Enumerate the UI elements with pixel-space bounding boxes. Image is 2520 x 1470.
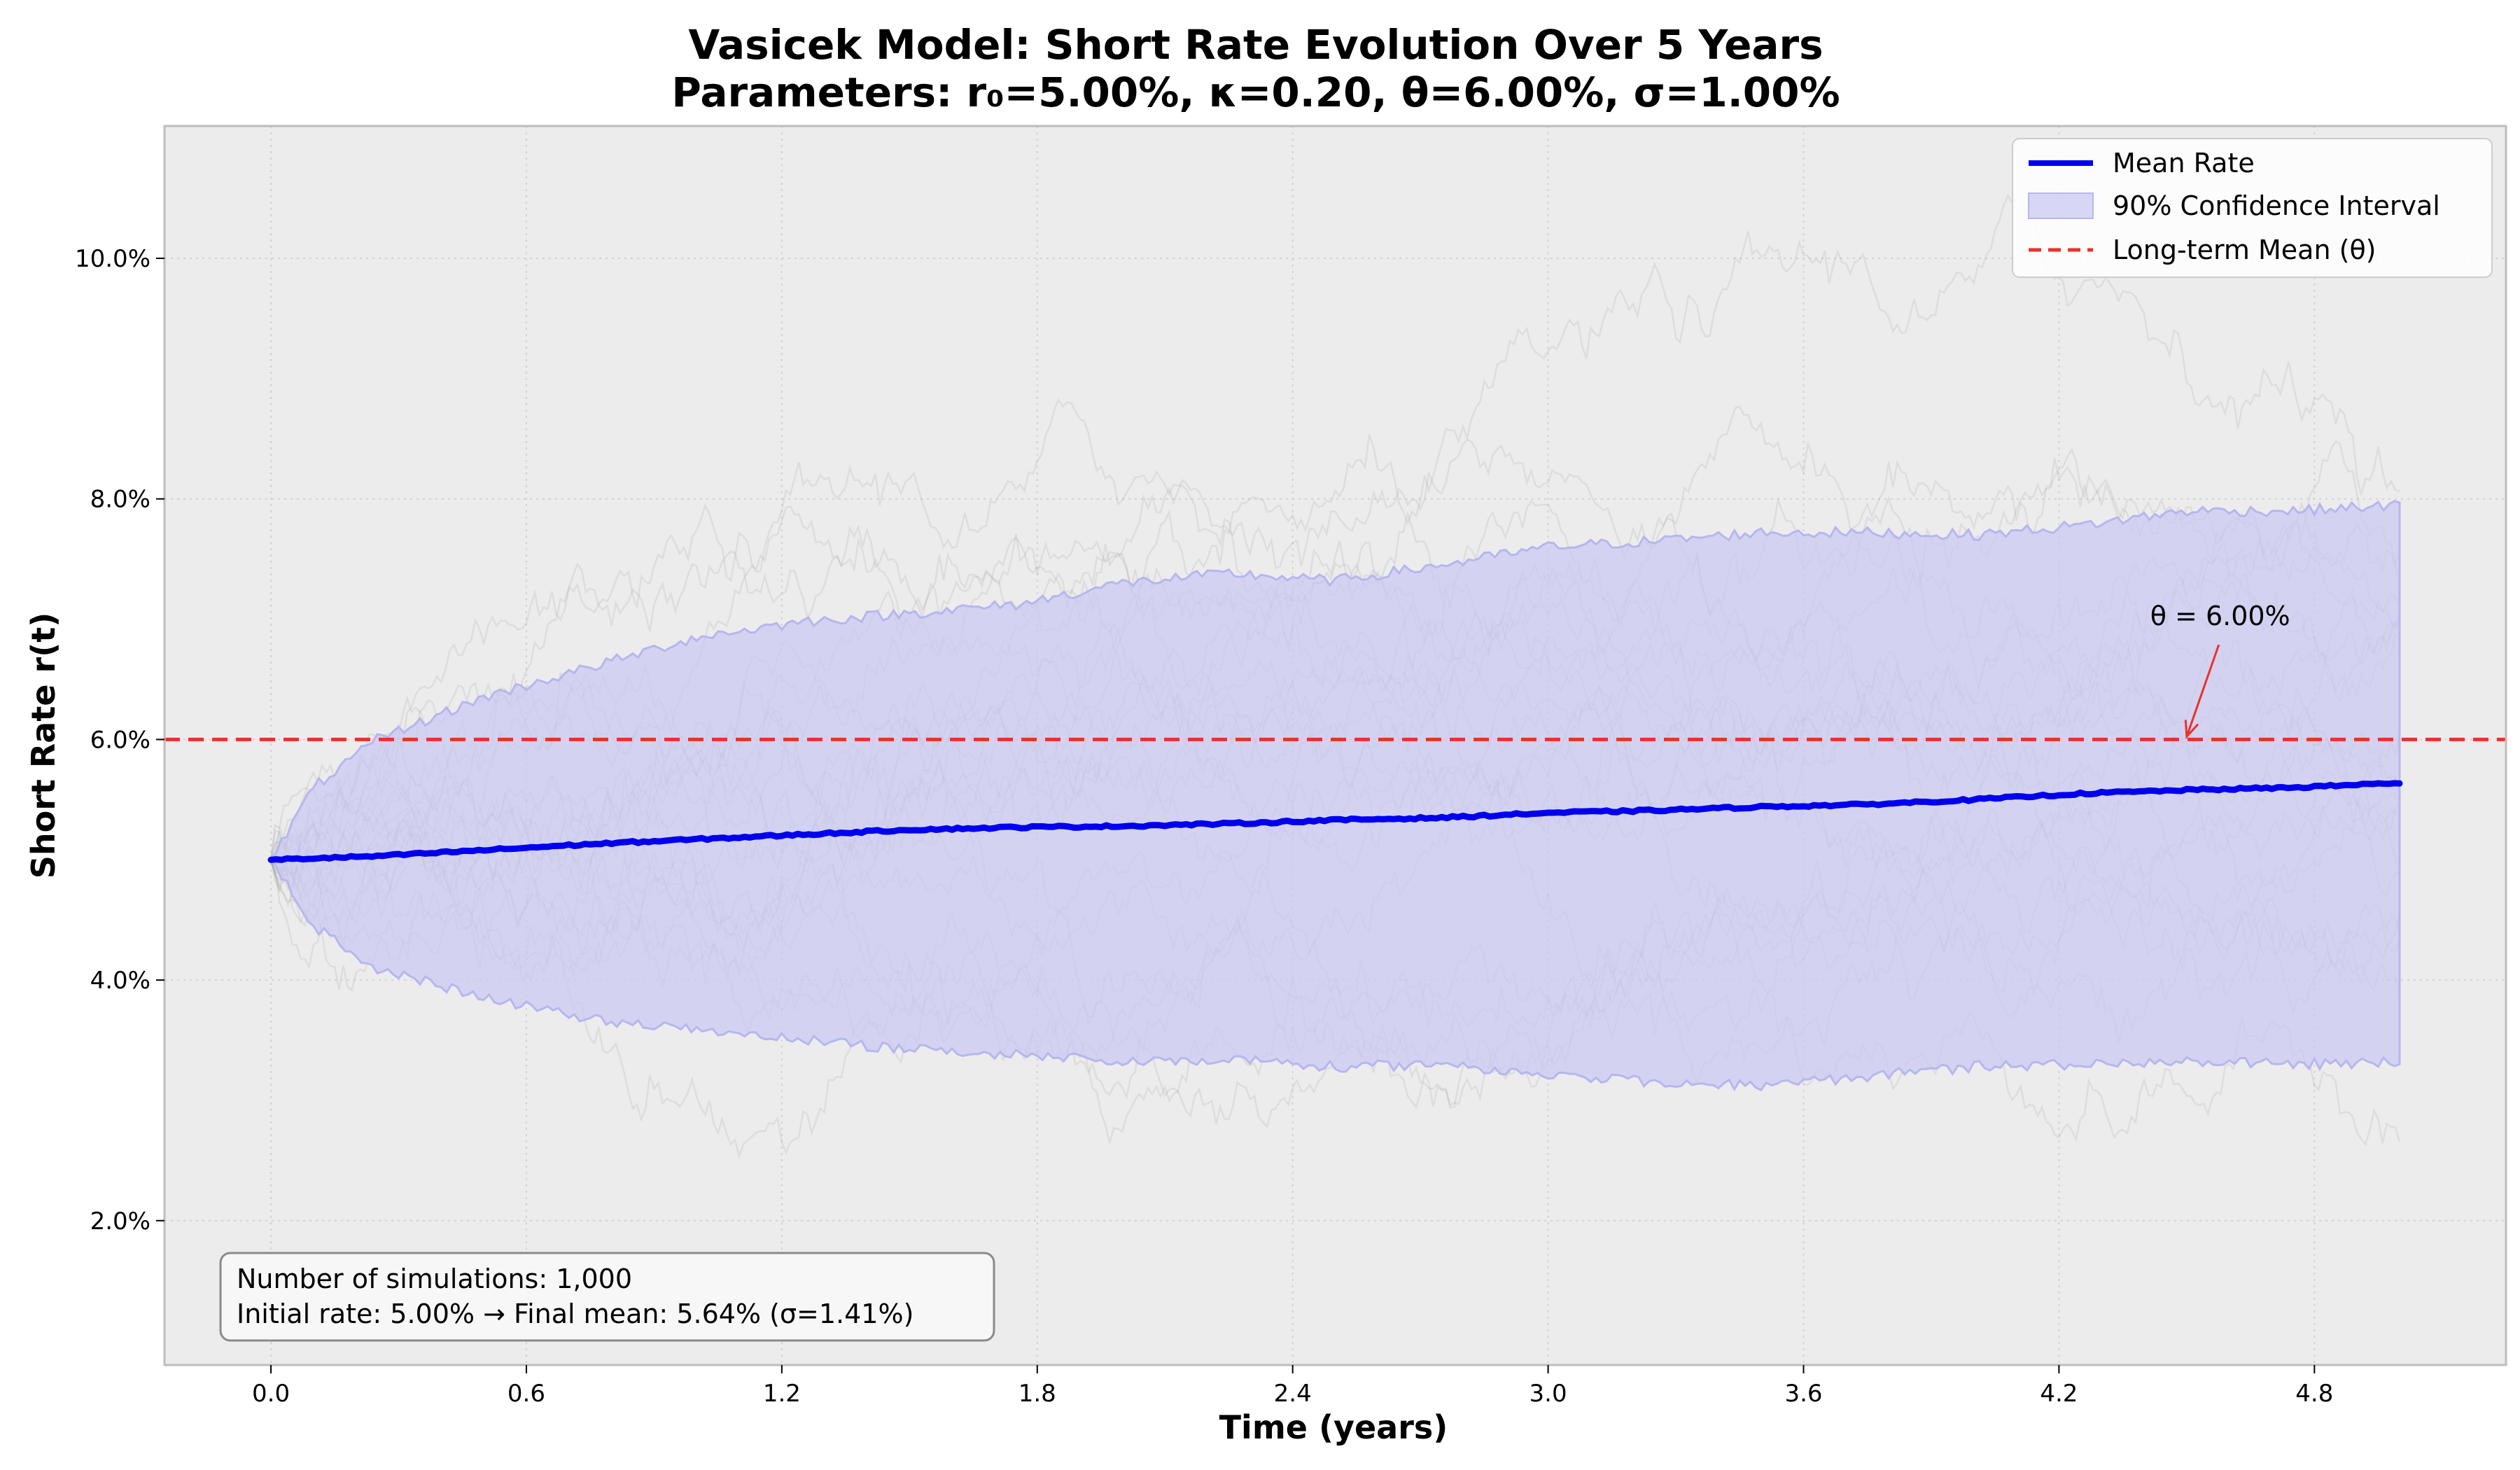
x-tick-label: 1.8 — [1018, 1380, 1056, 1408]
plot-frame — [163, 125, 2507, 1366]
info-rate-summary: Initial rate: 5.00% → Final mean: 5.64% … — [237, 1298, 913, 1329]
x-tick-label: 3.0 — [1530, 1380, 1567, 1408]
x-tick-label: 2.4 — [1274, 1380, 1312, 1408]
x-axis-ticks: 0.0 0.6 1.2 1.8 2.4 3.0 3.6 4.2 4.8 — [252, 1365, 2333, 1408]
legend-label-long-term-mean: Long-term Mean (θ) — [2113, 234, 2376, 265]
chart-title-line1: Vasicek Model: Short Rate Evolution Over… — [688, 21, 1823, 69]
theta-annotation: θ = 6.00% — [2150, 601, 2290, 740]
x-tick-label: 0.0 — [252, 1380, 290, 1408]
legend-box — [2012, 138, 2493, 278]
info-box-frame — [219, 1252, 995, 1342]
theta-annotation-arrow — [2185, 644, 2220, 737]
x-axis-label: Time (years) — [1219, 1408, 1448, 1446]
legend: Mean Rate 90% Confidence Interval Long-t… — [2012, 138, 2493, 278]
simulation-info-box: Number of simulations: 1,000 Initial rat… — [219, 1252, 995, 1342]
chart-title-line2: Parameters: r₀=5.00%, κ=0.20, θ=6.00%, σ… — [671, 69, 1840, 116]
info-simulation-count: Number of simulations: 1,000 — [237, 1264, 632, 1294]
legend-swatch-confidence-interval — [2028, 192, 2094, 219]
mean-rate-line — [267, 780, 2403, 863]
x-tick-label: 0.6 — [507, 1380, 545, 1408]
x-tick-label: 4.2 — [2040, 1380, 2078, 1408]
x-tick-label: 3.6 — [1784, 1380, 1822, 1408]
theta-annotation-arrowhead — [2184, 720, 2199, 740]
y-tick-label: 8.0% — [90, 486, 150, 514]
legend-label-confidence-interval: 90% Confidence Interval — [2113, 190, 2440, 221]
y-tick-label: 10.0% — [75, 245, 150, 273]
y-axis-label: Short Rate r(t) — [24, 612, 62, 879]
y-tick-label: 6.0% — [90, 726, 150, 754]
y-axis-ticks: 2.0% 4.0% 6.0% 8.0% 10.0% — [75, 245, 164, 1236]
legend-label-mean-rate: Mean Rate — [2113, 148, 2255, 178]
theta-annotation-text: θ = 6.00% — [2150, 601, 2290, 631]
y-tick-label: 4.0% — [90, 967, 150, 995]
y-tick-label: 2.0% — [90, 1208, 150, 1236]
x-tick-label: 1.2 — [763, 1380, 801, 1408]
x-tick-label: 4.8 — [2295, 1380, 2333, 1408]
